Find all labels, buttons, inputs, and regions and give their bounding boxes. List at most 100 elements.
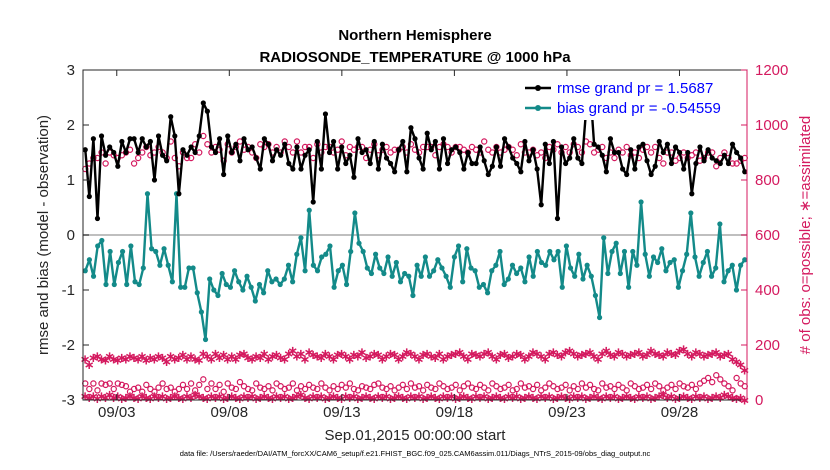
rmse-point <box>225 133 231 139</box>
rmse-point <box>164 158 170 164</box>
bias-point <box>480 281 487 288</box>
bias-point <box>231 268 238 274</box>
x-tick-label: 09/28 <box>661 404 699 421</box>
bias-point <box>489 268 495 274</box>
assimilated-obs-point: ∗ <box>348 348 359 363</box>
bias-point <box>397 279 404 285</box>
possible_low-obs-point <box>310 384 317 391</box>
rmse-point <box>322 111 329 117</box>
bias-point <box>493 262 499 268</box>
possible_low-obs-point <box>163 385 170 393</box>
bias-point <box>368 270 375 277</box>
assimilated-obs-point: ∗ <box>336 347 347 362</box>
possible_low-obs-point <box>599 380 606 387</box>
rmse-point <box>216 136 223 142</box>
assimilated-obs-point: ∗ <box>287 344 298 359</box>
possible_low-obs-point <box>497 385 504 393</box>
assimilated-obs-point: ∗ <box>540 352 551 367</box>
assimilated-obs-point: ∗ <box>283 347 294 362</box>
rmse-point <box>408 125 414 131</box>
assimilated_low-obs-point: ∗ <box>206 389 217 404</box>
assimilated_low-obs-point: ∗ <box>658 388 669 403</box>
bias-point <box>90 273 97 279</box>
assimilated_low-obs-point: ∗ <box>108 391 119 406</box>
assimilated_low-obs-point: ∗ <box>141 391 152 406</box>
bias-point <box>443 273 449 279</box>
rmse-point <box>485 171 491 178</box>
y-tick-label-right: 600 <box>755 227 780 244</box>
possible_low-obs-point <box>533 381 541 389</box>
rmse-point <box>440 136 447 142</box>
possible_low-obs-point <box>204 385 211 393</box>
assimilated-obs-point: ∗ <box>418 348 429 363</box>
rmse-point <box>713 158 719 164</box>
rmse-point <box>424 130 430 136</box>
rmse-point <box>379 141 386 147</box>
bias-point <box>136 281 142 288</box>
assimilated_low-obs-point: ∗ <box>157 389 168 404</box>
assimilated-obs-point: ∗ <box>646 344 657 359</box>
assimilated-obs-point: ∗ <box>458 350 469 365</box>
bias-point <box>638 199 644 205</box>
assimilated-obs-point: ∗ <box>572 350 583 365</box>
assimilated-obs-point: ∗ <box>658 350 669 365</box>
possible_low-obs-point <box>472 385 480 393</box>
rmse-point <box>123 149 129 156</box>
assimilated-obs-point: ∗ <box>524 350 535 365</box>
rmse-point <box>253 155 259 161</box>
bias-point <box>202 336 209 343</box>
assimilated-obs-point: ∗ <box>186 350 197 365</box>
bias-point <box>605 270 611 277</box>
assimilated-obs-point: ∗ <box>214 351 225 366</box>
assimilated_low-obs-point: ∗ <box>524 389 535 404</box>
rmse-point <box>286 160 292 167</box>
assimilated_low-obs-point: ∗ <box>666 389 677 404</box>
assimilated_low-obs-point: ∗ <box>165 391 176 406</box>
bias-point <box>144 191 151 197</box>
assimilated-obs-point: ∗ <box>471 348 482 363</box>
assimilated-obs-point: ∗ <box>133 352 144 367</box>
assimilated_low-obs-point: ∗ <box>214 389 225 404</box>
assimilated-obs-point: ∗ <box>267 350 278 365</box>
bias-point <box>290 279 296 285</box>
rmse-point <box>314 138 320 145</box>
bias-point <box>227 284 234 290</box>
bias-point <box>435 257 441 263</box>
assimilated_low-obs-point: ∗ <box>552 391 563 406</box>
assimilated-obs-point: ∗ <box>613 345 624 360</box>
assimilated_low-obs-point: ∗ <box>690 389 701 404</box>
assimilated-obs-point: ∗ <box>511 347 522 362</box>
assimilated-obs-point: ∗ <box>735 358 746 373</box>
assimilated-obs-point: ∗ <box>548 345 559 360</box>
possible_low-obs-point <box>155 384 162 391</box>
bias-point <box>426 273 433 279</box>
bias-point <box>294 251 300 257</box>
rmse-point <box>111 149 117 156</box>
x-tick-label: 09/13 <box>323 404 361 421</box>
y-tick-label: 0 <box>67 227 75 244</box>
rmse-point <box>387 160 394 167</box>
rmse-point <box>326 149 333 156</box>
assimilated-obs-point: ∗ <box>617 347 628 362</box>
assimilated_low-obs-point: ∗ <box>682 391 693 406</box>
bias-point <box>572 273 578 279</box>
rmse-point <box>457 149 463 156</box>
assimilated-obs-point: ∗ <box>605 348 616 363</box>
assimilated_low-obs-point: ∗ <box>279 389 290 404</box>
assimilated-obs-point: ∗ <box>487 350 498 365</box>
rmse-point <box>269 158 276 164</box>
assimilated-obs-point: ∗ <box>169 352 180 367</box>
rmse-point <box>444 160 451 167</box>
x-axis-label: Sep.01,2015 00:00:00 start <box>325 427 507 444</box>
assimilated-obs-point: ∗ <box>104 350 115 365</box>
bias-point <box>298 235 304 241</box>
rmse-point <box>725 160 732 167</box>
possible_low-obs-point <box>566 387 573 394</box>
rmse-point <box>184 152 190 158</box>
assimilated_low-obs-point: ∗ <box>723 389 734 404</box>
possible-obs-point <box>134 154 142 162</box>
rmse-point <box>672 144 679 150</box>
assimilated_low-obs-point: ∗ <box>711 389 722 404</box>
assimilated-obs-point: ∗ <box>190 352 201 367</box>
possible_low-obs-point <box>289 380 297 387</box>
